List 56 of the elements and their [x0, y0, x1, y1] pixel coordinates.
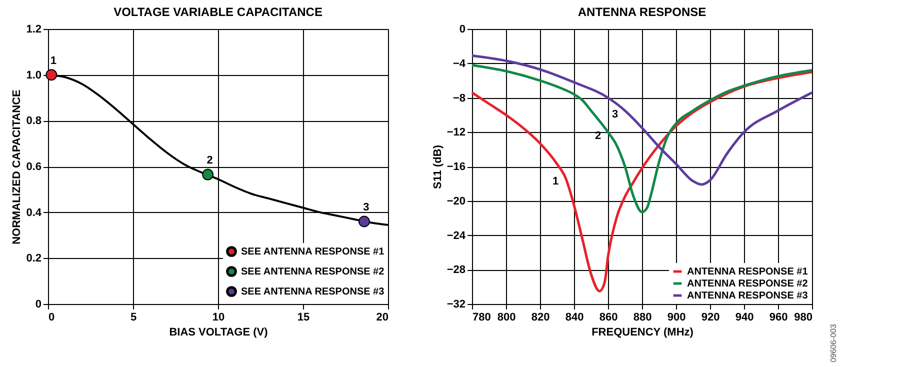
y-tick-label: −12 — [446, 126, 466, 139]
x-tick-label: 800 — [497, 312, 516, 324]
annotation: 1 — [50, 54, 56, 67]
x-tick-label: 980 — [794, 312, 812, 324]
y-tick-label: −28 — [446, 264, 466, 276]
y-tick-label: −20 — [446, 195, 466, 208]
line-series — [470, 64, 814, 214]
point — [46, 69, 58, 81]
x-tick-label: 960 — [769, 312, 788, 324]
x-tick-label: 940 — [735, 312, 754, 324]
x-tick-label: 780 — [472, 312, 491, 324]
y-tick-label: 0 — [35, 298, 42, 310]
x-axis-title: FREQUENCY (MHz) — [592, 326, 694, 338]
legend-label: ANTENNA RESPONSE #1 — [687, 266, 808, 278]
x-tick-label: 880 — [633, 312, 652, 324]
legend-label: ANTENNA RESPONSE #2 — [687, 278, 808, 290]
x-tick-label: 20 — [376, 312, 388, 324]
point — [358, 216, 370, 228]
x-tick-label: 900 — [667, 312, 686, 324]
x-tick-label: 0 — [48, 312, 55, 324]
y-tick-label: −4 — [452, 58, 466, 70]
y-tick-label: 0.6 — [26, 161, 42, 173]
x-tick-label: 860 — [599, 312, 618, 324]
x-tick-label: 10 — [212, 312, 225, 324]
y-tick-label: 1.0 — [26, 69, 42, 82]
chart-title: ANTENNA RESPONSE — [578, 5, 706, 19]
point — [202, 168, 214, 180]
x-tick-label: 840 — [565, 312, 584, 324]
y-axis-title: NORMALIZED CAPACITANCE — [11, 90, 24, 244]
legend-label: SEE ANTENNA RESPONSE #3 — [241, 286, 385, 298]
legend-label: SEE ANTENNA RESPONSE #2 — [241, 266, 385, 278]
annotation: 2 — [206, 154, 213, 167]
x-axis-title: BIAS VOLTAGE (V) — [169, 326, 268, 338]
y-tick-label: 0.4 — [26, 206, 42, 219]
y-tick-label: −32 — [446, 298, 466, 310]
y-tick-label: −24 — [446, 230, 466, 242]
x-tick-label: 15 — [297, 312, 310, 324]
y-tick-label: −16 — [446, 161, 466, 173]
y-tick-label: 0 — [459, 24, 466, 36]
x-tick-label: 5 — [130, 312, 137, 324]
x-tick-label: 920 — [701, 312, 720, 324]
y-tick-label: 1.2 — [26, 24, 42, 36]
annotation: 1 — [552, 176, 559, 188]
annotation: 3 — [612, 108, 618, 121]
legend-label: SEE ANTENNA RESPONSE #1 — [241, 246, 385, 258]
legend-label: ANTENNA RESPONSE #3 — [687, 290, 808, 302]
y-axis-title: S11 (dB) — [432, 144, 444, 190]
y-tick-label: 0.2 — [26, 252, 42, 265]
line-series — [470, 54, 814, 186]
y-tick-label: −8 — [452, 92, 466, 104]
y-tick-label: 0.8 — [26, 115, 42, 128]
x-tick-label: 820 — [531, 312, 550, 324]
text: 09606-003 — [829, 323, 838, 362]
chart-title: VOLTAGE VARIABLE CAPACITANCE — [114, 5, 322, 19]
line-series — [470, 70, 814, 292]
annotation: 3 — [363, 202, 370, 214]
